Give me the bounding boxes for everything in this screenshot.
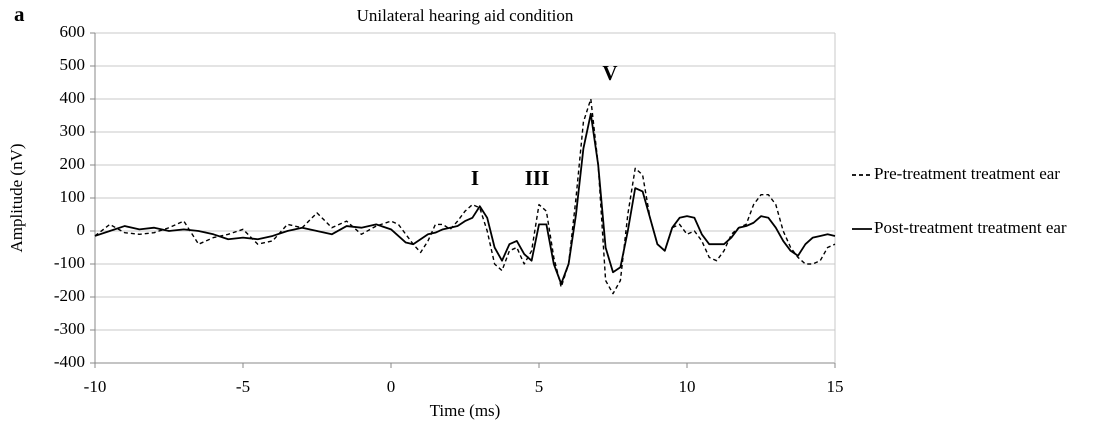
x-tick-label: -5 [236, 377, 250, 396]
panel-label: a [14, 2, 25, 26]
x-tick-label: 5 [535, 377, 544, 396]
y-axis-label: Amplitude (nV) [7, 143, 26, 252]
x-tick-label: -10 [84, 377, 107, 396]
legend-label: Post-treatment treatment ear [874, 218, 1067, 237]
x-tick-label: 0 [387, 377, 396, 396]
y-tick-label: 500 [60, 55, 86, 74]
peak-label: V [602, 61, 617, 85]
series-line [94, 112, 836, 285]
chart-title: Unilateral hearing aid condition [357, 6, 574, 25]
y-tick-label: -400 [54, 352, 85, 371]
y-tick-label: 0 [77, 220, 86, 239]
peak-label: I [471, 166, 479, 190]
x-tick-label: 10 [679, 377, 696, 396]
series-line [94, 98, 836, 295]
y-tick-label: 600 [60, 22, 86, 41]
y-tick-label: 100 [60, 187, 86, 206]
y-tick-label: 200 [60, 154, 86, 173]
peak-label: III [525, 166, 550, 190]
y-tick-label: -100 [54, 253, 85, 272]
x-axis-label: Time (ms) [430, 401, 501, 420]
y-tick-label: -300 [54, 319, 85, 338]
y-tick-label: 400 [60, 88, 86, 107]
y-tick-label: 300 [60, 121, 86, 140]
legend-label: Pre-treatment treatment ear [874, 164, 1060, 183]
y-tick-label: -200 [54, 286, 85, 305]
x-tick-label: 15 [827, 377, 844, 396]
